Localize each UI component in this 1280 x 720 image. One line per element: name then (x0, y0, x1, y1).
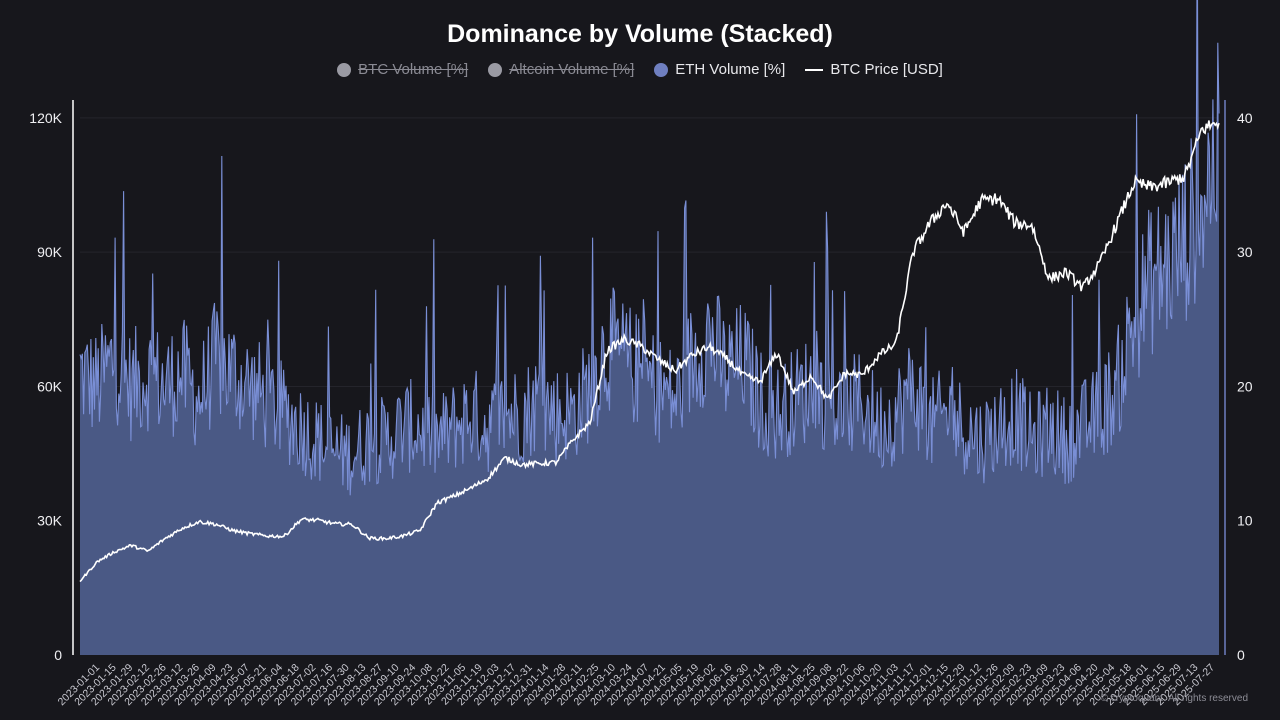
legend-label: BTC Volume [%] (358, 61, 469, 78)
legend-label: ETH Volume [%] (675, 61, 786, 78)
legend-dot-marker (654, 62, 669, 77)
eth-volume-area (80, 0, 1219, 655)
legend-line-marker (805, 68, 824, 71)
y-left-tick-label: 30K (37, 513, 63, 529)
y-right-tick-label: 10 (1237, 513, 1253, 529)
y-left-tick-label: 60K (37, 378, 63, 394)
legend-dot-marker (337, 62, 352, 77)
eth-volume-line (79, 0, 1220, 496)
legend-item-3[interactable]: BTC Price [USD] (805, 61, 943, 78)
y-left-tick-label: 0 (54, 647, 62, 663)
y-right-tick-label: 20 (1237, 378, 1253, 394)
chart-legend: BTC Volume [%] Altcoin Volume [%] ETH Volu… (0, 61, 1280, 78)
legend-item-2[interactable]: ETH Volume [%] (654, 61, 785, 78)
legend-label: Altcoin Volume [%] (509, 61, 635, 78)
watermark-text: © cryptoquant. All rights reserved (1100, 693, 1248, 704)
legend-label: BTC Price [USD] (830, 61, 943, 78)
y-left-tick-label: 90K (37, 244, 63, 260)
legend-dot-marker (488, 62, 503, 77)
y-left-tick-label: 120K (29, 110, 62, 126)
btc-price-line (79, 120, 1220, 583)
legend-item-1[interactable]: Altcoin Volume [%] (488, 61, 634, 78)
y-right-tick-label: 0 (1237, 647, 1245, 663)
legend-item-0[interactable]: BTC Volume [%] (337, 61, 468, 78)
y-right-tick-label: 30 (1237, 244, 1253, 260)
chart-title: Dominance by Volume (Stacked) (447, 20, 833, 48)
y-right-tick-label: 40 (1237, 110, 1253, 126)
